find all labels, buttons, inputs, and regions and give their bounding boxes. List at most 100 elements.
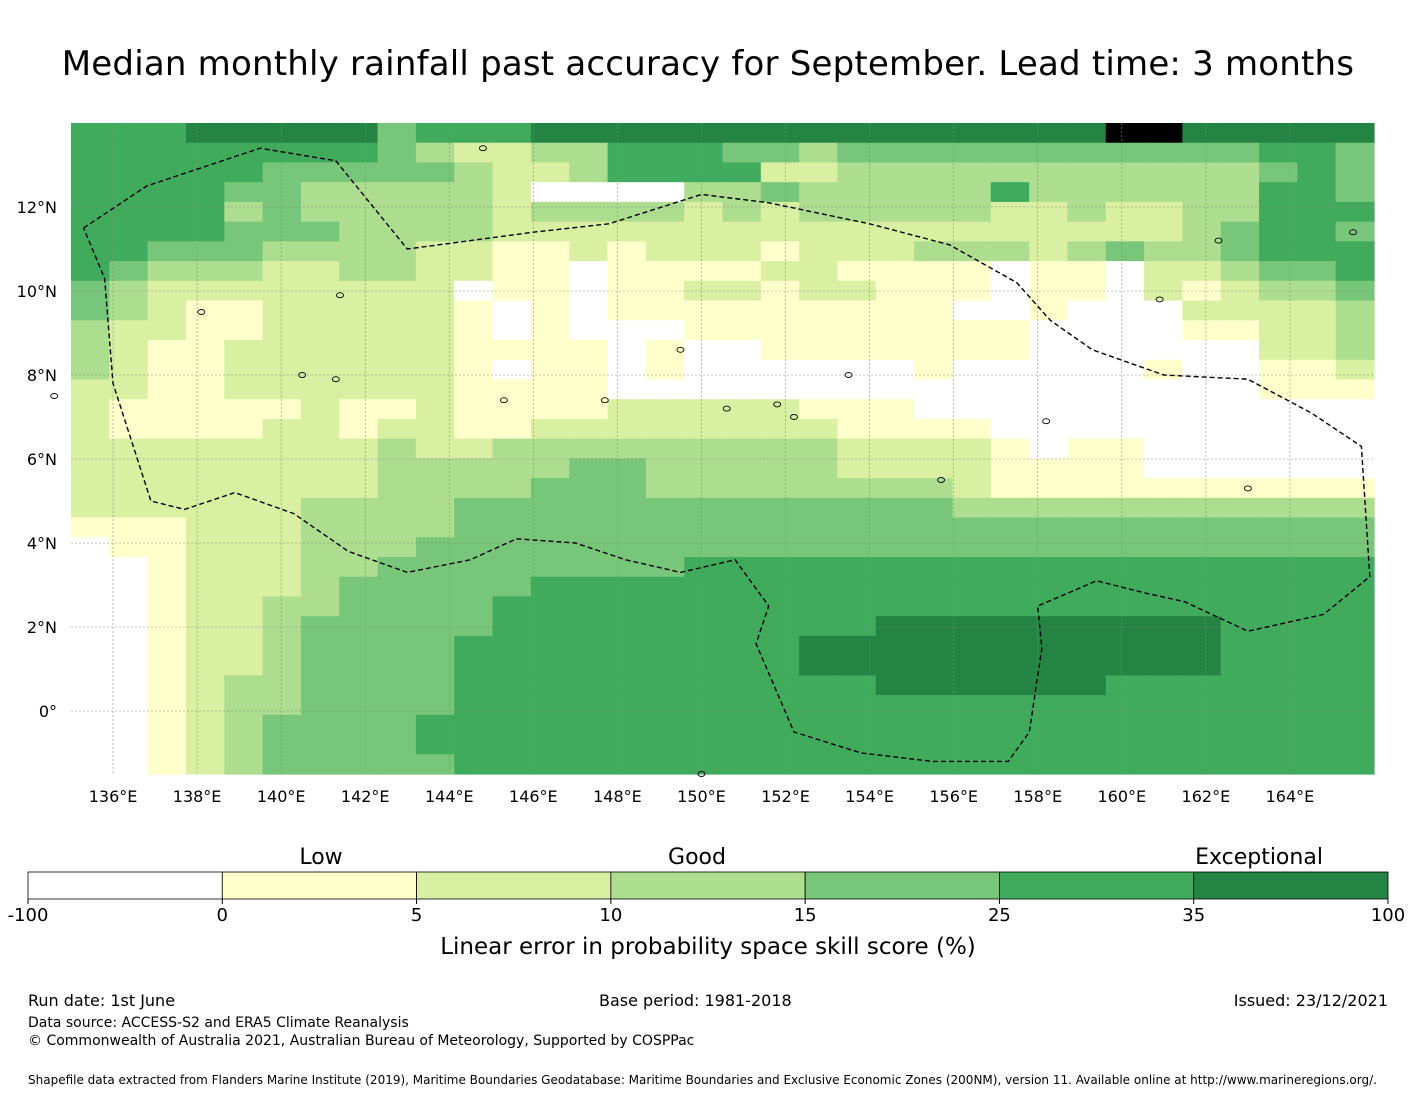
- grid-cell: [530, 201, 570, 223]
- grid-cell: [1144, 497, 1183, 519]
- grid-cell: [71, 576, 110, 598]
- grid-cell: [1297, 616, 1337, 637]
- grid-cell: [1067, 241, 1107, 262]
- grid-cell: [837, 241, 877, 262]
- grid-cell: [109, 557, 149, 578]
- grid-cell: [492, 616, 532, 637]
- grid-cell: [147, 300, 187, 321]
- grid-cell: [875, 359, 915, 381]
- grid-cell: [454, 596, 494, 617]
- grid-cell: [569, 182, 609, 203]
- grid-cell: [799, 695, 839, 716]
- grid-cell: [71, 478, 110, 499]
- grid-cell: [990, 438, 1030, 459]
- grid-cell: [952, 221, 992, 242]
- grid-cell: [1067, 438, 1107, 459]
- grid-cell: [1105, 340, 1145, 361]
- colorbar-tick-label: 0: [217, 905, 228, 926]
- grid-cell: [300, 497, 340, 519]
- grid-cell: [300, 379, 340, 400]
- grid-cell: [339, 300, 379, 321]
- grid-cell: [454, 655, 494, 676]
- island-outline: [336, 292, 344, 299]
- grid-cell: [454, 714, 494, 736]
- grid-cell: [875, 142, 915, 164]
- grid-cell: [1105, 418, 1145, 440]
- island-outline: [478, 145, 487, 152]
- grid-cell: [224, 221, 264, 242]
- grid-cell: [109, 182, 149, 203]
- grid-cell: [224, 734, 264, 755]
- grid-cell: [1259, 458, 1298, 479]
- grid-cell: [1297, 458, 1337, 479]
- grid-cell: [760, 418, 800, 440]
- colorbar-ticks: -100 0 5 10 15 25 35 100: [8, 899, 1405, 926]
- grid-cell: [1144, 379, 1183, 400]
- grid-cell: [185, 478, 225, 499]
- grid-cell: [147, 359, 187, 381]
- grid-cell: [1297, 399, 1337, 420]
- grid-cell: [799, 458, 839, 479]
- longitude-tick-labels: 136°E 138°E 140°E 142°E 144°E 146°E 148°E 150°E…: [89, 787, 1315, 806]
- grid-cell: [1297, 596, 1337, 617]
- grid-cell: [339, 635, 379, 657]
- grid-cell: [377, 616, 417, 637]
- grid-cell: [454, 221, 494, 242]
- grid-cell: [645, 241, 685, 262]
- grid-cell: [1067, 320, 1107, 341]
- grid-cell: [914, 714, 954, 736]
- grid-cell: [415, 340, 455, 361]
- grid-cell: [1144, 182, 1183, 203]
- grid-cell: [147, 182, 187, 203]
- grid-cell: [837, 596, 877, 617]
- grid-cell: [224, 714, 264, 736]
- grid-cell: [875, 399, 915, 420]
- grid-cell: [645, 320, 685, 341]
- grid-cell: [224, 675, 264, 696]
- grid-cell: [71, 517, 110, 538]
- grid-cell: [339, 241, 379, 262]
- grid-cell: [415, 320, 455, 341]
- grid-cell: [377, 438, 417, 459]
- grid-cell: [607, 497, 647, 519]
- grid-cell: [1259, 517, 1298, 538]
- grid-cell: [760, 201, 800, 223]
- grid-cell: [799, 557, 839, 578]
- grid-cell: [1259, 261, 1298, 282]
- grid-cell: [224, 182, 264, 203]
- grid-cell: [377, 182, 417, 203]
- grid-cell: [415, 123, 455, 144]
- grid-cell: [109, 340, 149, 361]
- grid-cell: [339, 261, 379, 282]
- grid-cell: [185, 458, 225, 479]
- grid-cell: [952, 418, 992, 440]
- grid-cell: [799, 142, 839, 164]
- grid-cell: [684, 537, 724, 558]
- grid-cell: [607, 201, 647, 223]
- grid-cell: [837, 557, 877, 578]
- grid-cell: [147, 596, 187, 617]
- grid-cell: [1144, 576, 1183, 598]
- grid-cell: [1297, 221, 1337, 242]
- grid-cell: [760, 695, 800, 716]
- grid-cell: [415, 142, 455, 164]
- grid-cell: [914, 162, 954, 183]
- grid-cell: [1259, 142, 1298, 164]
- grid-cell: [147, 438, 187, 459]
- grid-cell: [300, 340, 340, 361]
- grid-cell: [1067, 221, 1107, 242]
- island-outline: [722, 405, 731, 412]
- grid-cell: [1105, 458, 1145, 479]
- grid-cell: [760, 300, 800, 321]
- grid-cell: [1105, 123, 1145, 144]
- grid-cell: [952, 517, 992, 538]
- island-outline: [697, 771, 706, 777]
- grid-cell: [71, 734, 110, 755]
- grid-cell: [109, 201, 149, 223]
- grid-cell: [1220, 635, 1260, 657]
- grid-cell: [1144, 123, 1183, 144]
- grid-cell: [569, 517, 609, 538]
- grid-cell: [339, 399, 379, 420]
- grid-cell: [530, 754, 570, 775]
- grid-cell: [339, 655, 379, 676]
